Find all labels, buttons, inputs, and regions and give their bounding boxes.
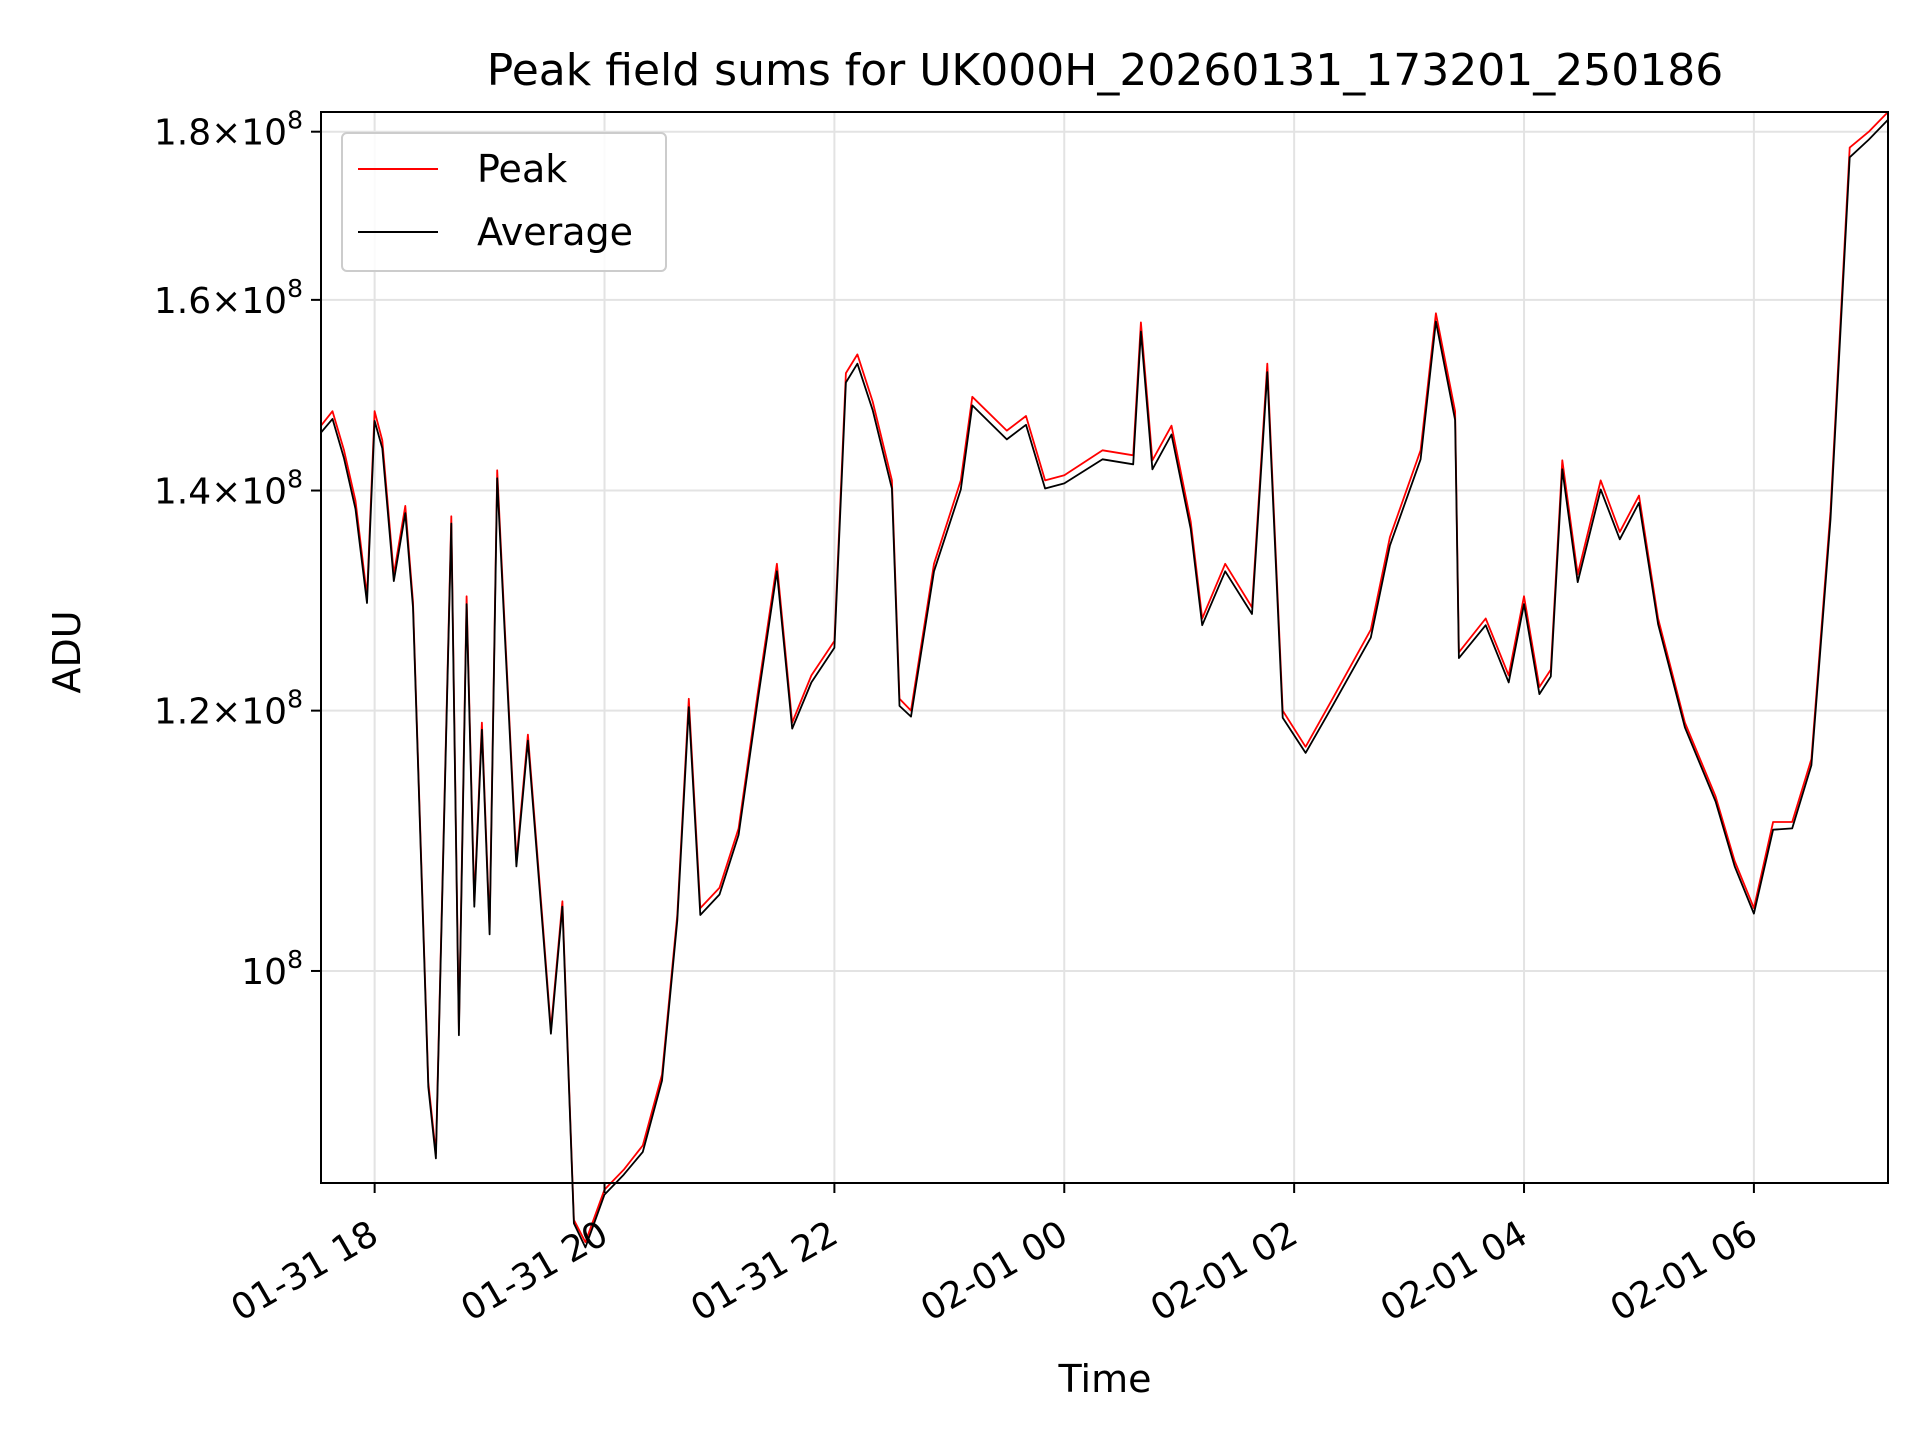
y-tick-label: 108 bbox=[241, 945, 303, 993]
plot-series bbox=[320, 111, 1889, 1249]
legend: Peak Average bbox=[341, 132, 667, 272]
chart-title: Peak field sums for UK000H_20260131_1732… bbox=[487, 45, 1723, 96]
y-tick-label: 1.6×108 bbox=[154, 274, 303, 322]
x-axis-label: Time bbox=[1058, 1357, 1152, 1401]
legend-box bbox=[341, 132, 667, 272]
series-line-average bbox=[320, 119, 1889, 1249]
grid bbox=[321, 112, 1888, 1183]
y-axis-label: ADU bbox=[45, 610, 89, 693]
legend-label-average: Average bbox=[477, 210, 633, 254]
y-tick-label: 1.4×108 bbox=[154, 465, 303, 513]
plot-frame bbox=[320, 111, 1889, 1184]
y-tick-label: 1.2×108 bbox=[154, 685, 303, 733]
y-tick-label: 1.8×108 bbox=[154, 106, 303, 154]
legend-label-peak: Peak bbox=[477, 147, 567, 191]
